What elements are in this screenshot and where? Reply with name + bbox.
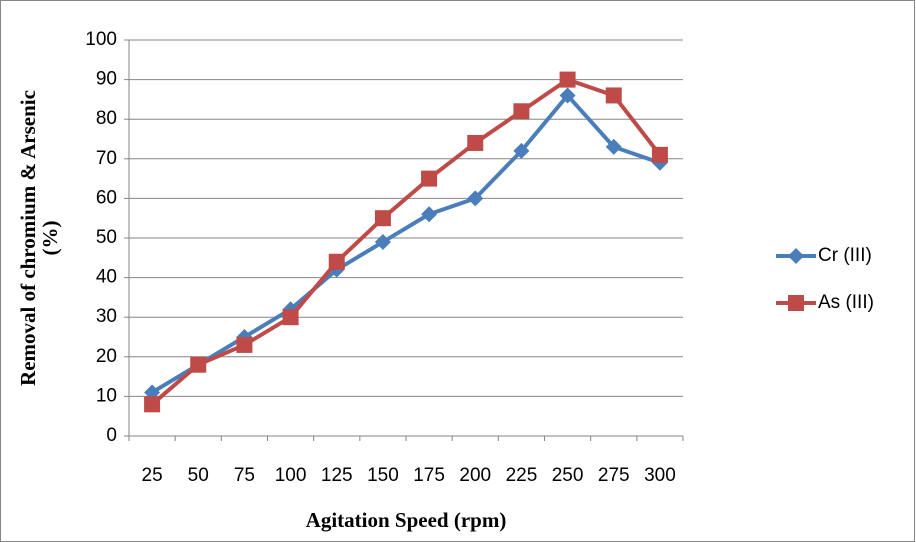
y-axis-title: (%) [38,221,62,256]
marker [513,103,530,120]
x-tick-label: 25 [142,465,163,486]
x-tick-label: 175 [413,465,445,486]
marker [467,134,484,151]
marker [559,87,576,104]
x-tick-label: 300 [644,465,676,486]
y-tick-label: 70 [96,148,117,169]
y-tick-label: 90 [96,69,117,90]
marker [421,170,438,187]
y-tick-label: 10 [96,385,117,406]
x-tick-label: 50 [188,465,209,486]
marker [328,253,345,270]
marker [467,190,484,207]
x-tick-label: 250 [552,465,584,486]
x-tick-label: 275 [598,465,630,486]
y-tick-label: 100 [85,29,117,50]
marker [605,138,622,155]
y-tick-label: 50 [96,227,117,248]
x-tick-label: 100 [275,465,307,486]
marker [651,146,668,163]
marker [513,142,530,159]
marker [236,336,253,353]
y-tick-label: 80 [96,108,117,129]
y-axis-title: Removal of chromium & Arsenic [16,90,40,386]
x-tick-label: 200 [459,465,491,486]
y-tick-label: 40 [96,267,117,288]
legend-label: Cr (III) [818,245,872,266]
x-axis-title: Agitation Speed (rpm) [306,508,507,532]
x-tick-label: 150 [367,465,399,486]
marker [190,356,207,373]
y-tick-label: 0 [106,425,117,446]
marker [788,295,804,311]
x-tick-label: 225 [506,465,538,486]
y-tick-label: 60 [96,187,117,208]
x-tick-label: 125 [321,465,353,486]
y-tick-label: 20 [96,346,117,367]
marker [144,396,161,413]
y-tick-label: 30 [96,306,117,327]
marker [282,309,299,326]
marker [788,248,804,264]
marker [605,87,622,104]
marker [421,206,438,223]
legend-label: As (III) [818,292,874,313]
marker [374,233,391,250]
x-tick-label: 75 [234,465,255,486]
marker [559,71,576,88]
marker [374,210,391,227]
